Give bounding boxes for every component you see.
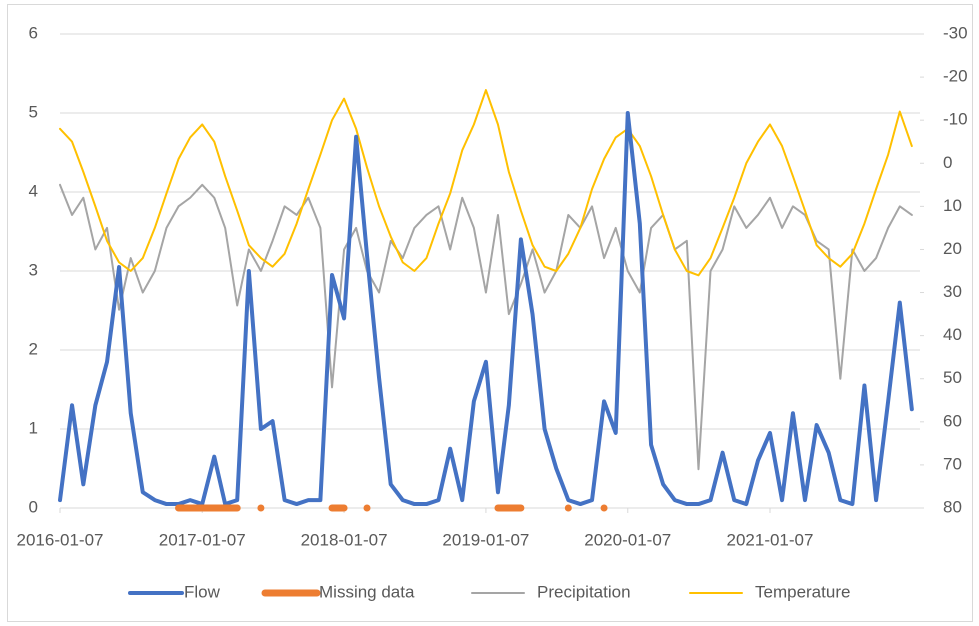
series-line <box>59 89 913 277</box>
chart-border <box>7 4 973 622</box>
x-tick-label: 2016-01-07 <box>17 530 104 549</box>
y-tick-label: 3 <box>29 260 38 279</box>
y-tick-label: 1 <box>29 418 38 437</box>
y2-tick-label: -10 <box>943 110 968 129</box>
y2-tick-label: 50 <box>943 368 962 387</box>
series-line <box>58 111 914 507</box>
y-tick-label: 2 <box>29 339 38 358</box>
y2-tick-label: -30 <box>943 23 968 42</box>
y2-tick-label: 80 <box>943 497 962 516</box>
legend-label: Missing data <box>319 582 415 601</box>
x-tick-label: 2018-01-07 <box>301 530 388 549</box>
x-tick-label: 2021-01-07 <box>727 530 814 549</box>
y2-tick-label: 40 <box>943 325 962 344</box>
legend-label: Temperature <box>755 582 850 601</box>
x-tick-label: 2017-01-07 <box>159 530 246 549</box>
y2-tick-label: 60 <box>943 411 962 430</box>
x-tick-label: 2019-01-07 <box>442 530 529 549</box>
y2-tick-label: 70 <box>943 454 962 473</box>
y2-tick-label: 0 <box>943 153 952 172</box>
y-tick-label: 4 <box>29 181 38 200</box>
x-tick-label: 2020-01-07 <box>584 530 671 549</box>
legend-label: Flow <box>184 582 221 601</box>
y2-tick-label: 10 <box>943 196 962 215</box>
y-tick-label: 0 <box>29 497 38 516</box>
y2-tick-label: -20 <box>943 67 968 86</box>
series-line <box>59 183 913 471</box>
y2-tick-label: 30 <box>943 282 962 301</box>
legend-label: Precipitation <box>537 582 631 601</box>
y-tick-label: 6 <box>29 23 38 42</box>
y-tick-label: 5 <box>29 102 38 121</box>
y2-tick-label: 20 <box>943 239 962 258</box>
